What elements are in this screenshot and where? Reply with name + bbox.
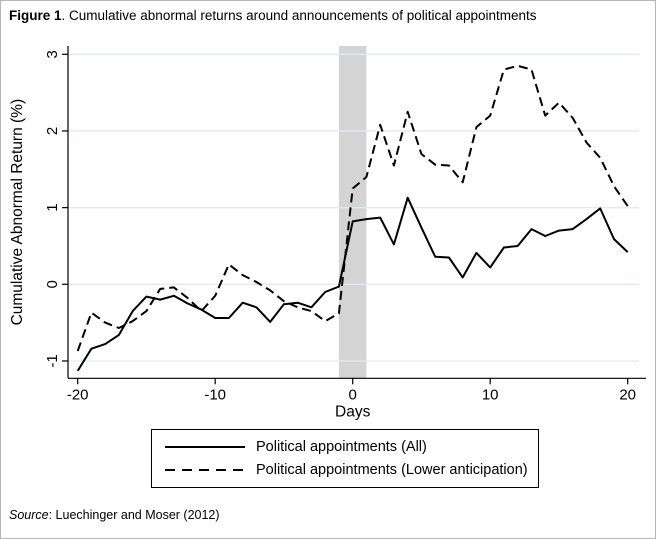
legend-label-all: Political appointments (All) bbox=[256, 438, 427, 455]
legend-item-lower-anticipation: Political appointments (Lower anticipati… bbox=[165, 462, 538, 479]
source-note: Source: Luechinger and Moser (2012) bbox=[9, 508, 220, 522]
x-axis-title: Days bbox=[335, 403, 371, 420]
series-line-all bbox=[76, 196, 629, 372]
x-tick-label-0: 0 bbox=[349, 386, 357, 403]
y-tick-label-3: 3 bbox=[44, 50, 61, 58]
y-axis-title: Cumulative Abnormal Return (%) bbox=[9, 99, 26, 326]
legend-solid-line-sample bbox=[165, 446, 245, 448]
legend-item-all: Political appointments (All) bbox=[165, 439, 538, 456]
source-label: Source bbox=[9, 508, 49, 522]
series-line-lower-anticipation bbox=[76, 64, 629, 352]
legend-label-lower-anticipation: Political appointments (Lower anticipati… bbox=[256, 461, 528, 478]
figure-label: Figure 1 bbox=[9, 8, 62, 23]
y-tick-label-0: 0 bbox=[44, 280, 61, 288]
x-tick-label-20: 20 bbox=[619, 386, 636, 403]
figure-title-text: . Cumulative abnormal returns around ann… bbox=[61, 8, 537, 23]
y-tick-label-2: 2 bbox=[44, 127, 61, 135]
y-tick-label-1: 1 bbox=[44, 203, 61, 211]
source-text: : Luechinger and Moser (2012) bbox=[48, 508, 220, 522]
legend-dashed-line-sample bbox=[165, 469, 245, 471]
x-tick-label--10: -10 bbox=[204, 386, 226, 403]
legend: Political appointments (All) Political a… bbox=[151, 429, 539, 488]
figure-title: Figure 1. Cumulative abnormal returns ar… bbox=[9, 8, 537, 23]
chart-plot: -1 0 1 2 3 -20 -10 0 10 20 Days Cumulative Abnormal… bbox=[1, 1, 655, 426]
x-tick-label--20: -20 bbox=[67, 386, 89, 403]
x-tick-label-10: 10 bbox=[482, 386, 499, 403]
event-window-band bbox=[338, 46, 367, 379]
y-tick-label--1: -1 bbox=[44, 354, 61, 367]
